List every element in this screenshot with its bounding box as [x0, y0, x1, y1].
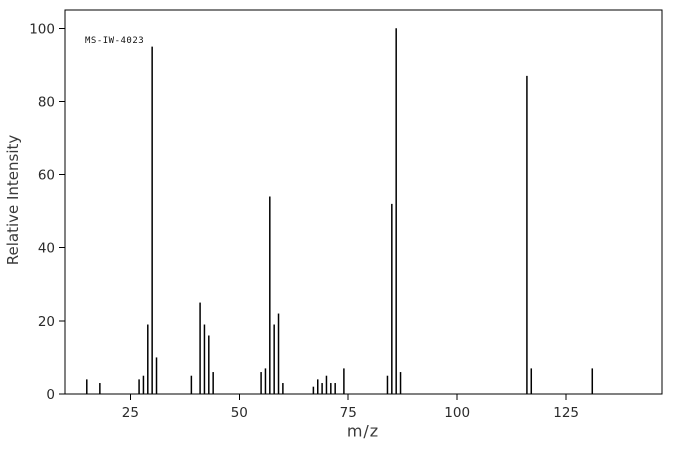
- plot-border: [64, 9, 663, 395]
- y-tick-label: 20: [38, 314, 55, 330]
- x-axis-label: m/z: [346, 421, 380, 441]
- sample-id-label: MS-IW-4023: [85, 36, 145, 46]
- y-axis-label: Relative Intensity: [4, 134, 22, 266]
- y-tick-label: 60: [38, 168, 55, 184]
- y-tick-label: 100: [29, 21, 55, 37]
- x-tick-label: 75: [340, 405, 357, 421]
- x-tick-label: 100: [444, 405, 470, 421]
- x-tick-label: 25: [122, 405, 139, 421]
- x-tick-label: 125: [553, 405, 579, 421]
- y-tick-label: 0: [46, 387, 55, 403]
- y-tick-label: 80: [38, 94, 55, 110]
- y-tick-label: 40: [38, 241, 55, 257]
- x-tick-label: 50: [231, 405, 248, 421]
